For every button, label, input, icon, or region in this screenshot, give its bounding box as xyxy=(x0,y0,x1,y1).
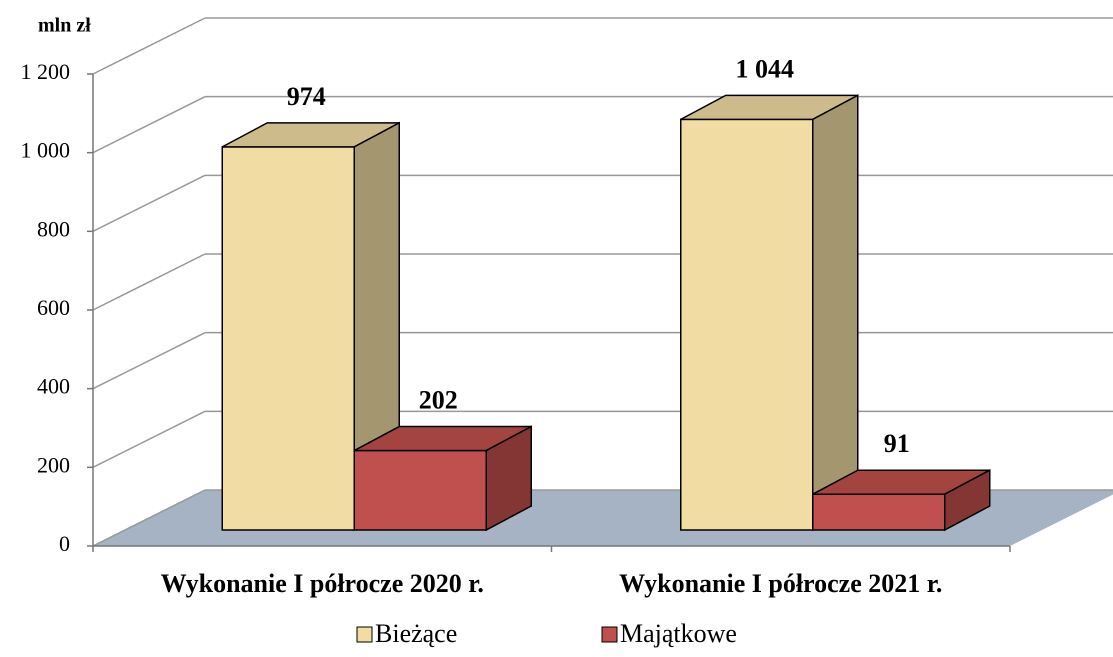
bar xyxy=(353,425,532,532)
bar-side xyxy=(812,94,859,532)
bar-front xyxy=(812,493,946,531)
value-label: 1 044 xyxy=(736,54,795,83)
y-tick-label: 0 xyxy=(59,531,70,556)
y-tick-label: 1 000 xyxy=(21,138,71,163)
y-axis-label: mln zł xyxy=(38,15,91,37)
bar-side xyxy=(944,468,991,532)
grid-line xyxy=(92,174,206,233)
bar xyxy=(221,121,400,532)
grid-line xyxy=(92,17,206,75)
y-tick-label: 600 xyxy=(37,295,70,320)
bar xyxy=(812,468,991,532)
x-tick-label: Wykonanie I półrocze 2021 r. xyxy=(619,569,942,598)
grid-line xyxy=(92,253,206,311)
value-label: 91 xyxy=(884,429,910,458)
value-label: 202 xyxy=(419,386,458,415)
legend-swatch xyxy=(601,626,618,643)
grid-line xyxy=(92,410,206,469)
y-tick-label: 1 200 xyxy=(21,59,71,84)
y-tick-label: 800 xyxy=(37,216,70,241)
bar-front xyxy=(680,118,814,531)
legend-label: Majątkowe xyxy=(620,619,737,648)
legend-label: Bieżące xyxy=(375,619,457,648)
grid-line xyxy=(92,95,206,154)
y-tick-label: 200 xyxy=(37,452,70,477)
bar-front xyxy=(353,449,487,531)
grid-line xyxy=(92,489,206,547)
bar xyxy=(680,94,859,532)
value-label: 974 xyxy=(287,82,326,111)
bar-side xyxy=(485,425,532,532)
grid-line xyxy=(92,331,206,390)
y-tick-label: 400 xyxy=(37,374,70,399)
x-tick-label: Wykonanie I półrocze 2020 r. xyxy=(161,569,484,598)
bar-front xyxy=(221,146,355,531)
legend-swatch xyxy=(356,626,373,643)
